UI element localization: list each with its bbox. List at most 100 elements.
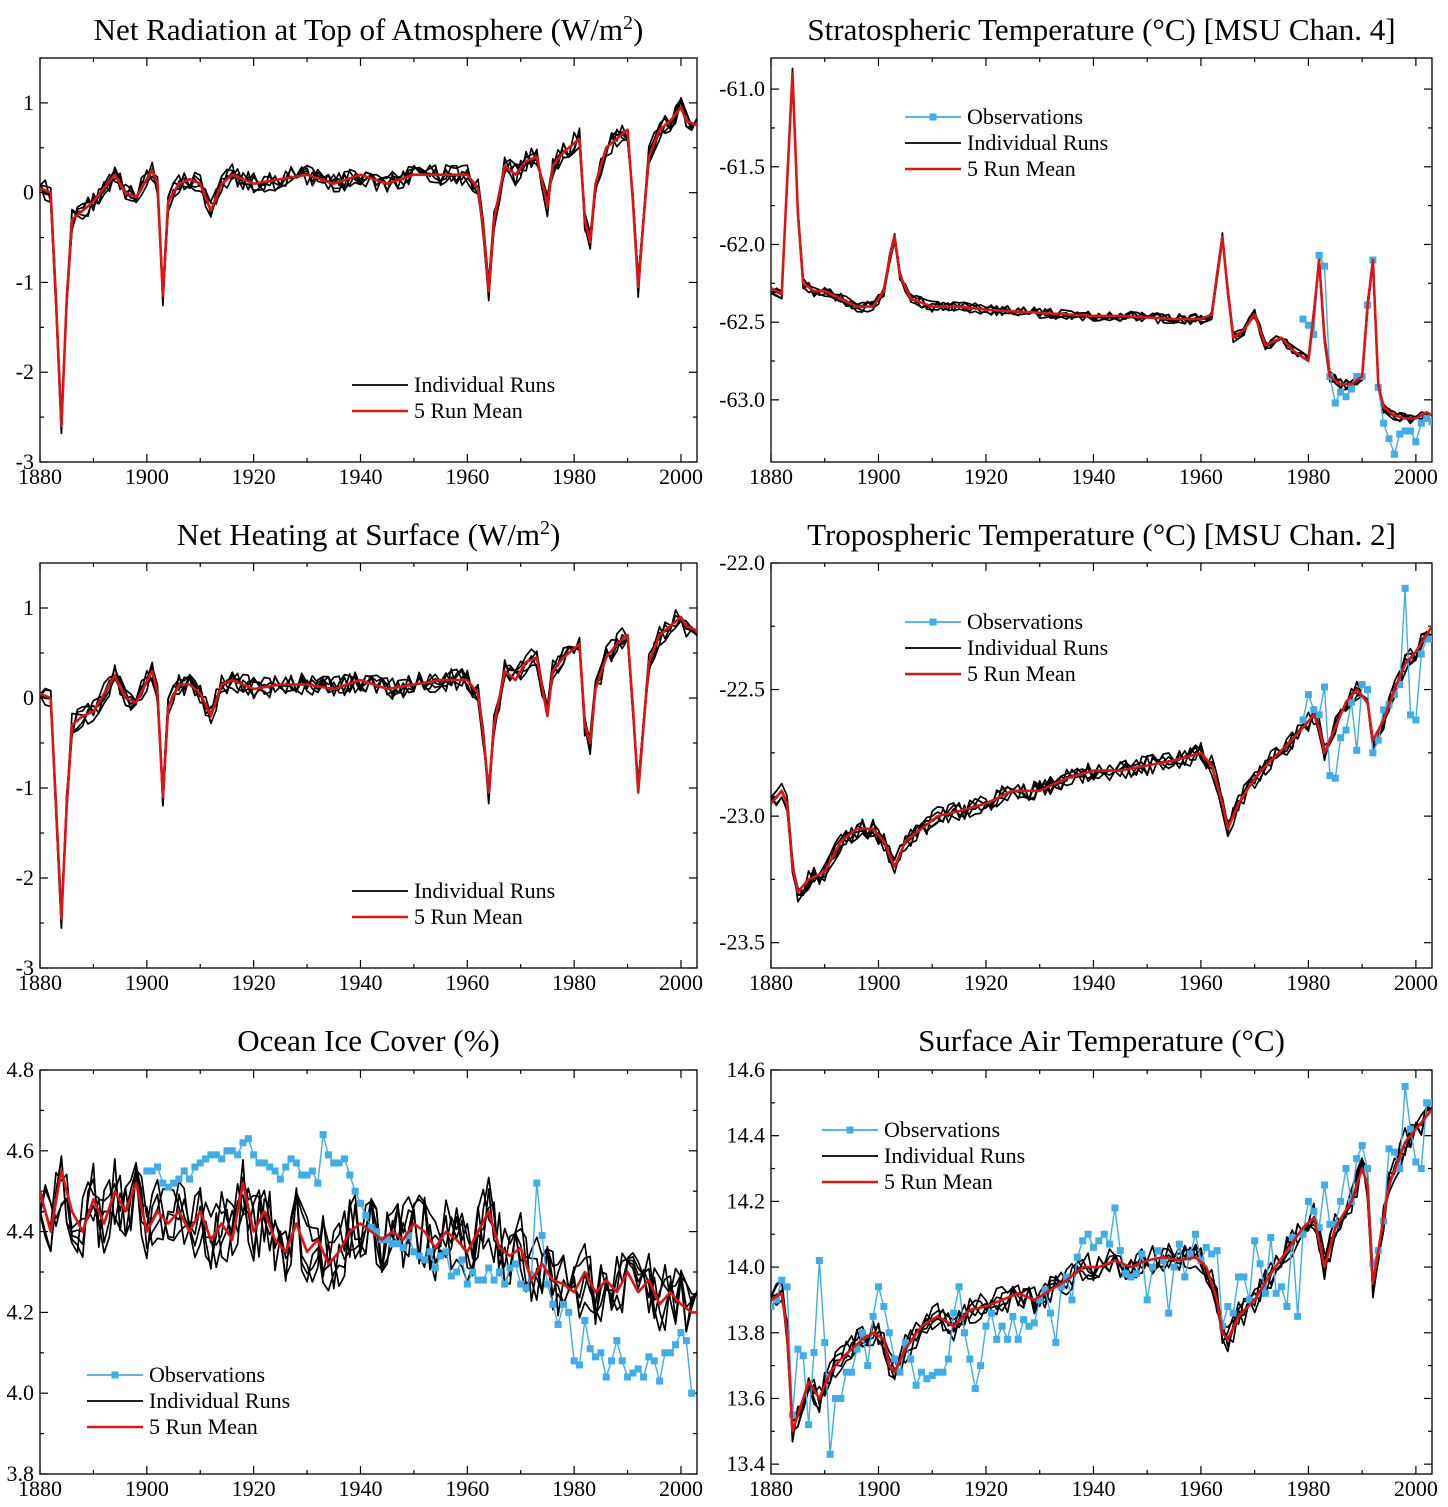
observation-point	[1423, 635, 1431, 643]
observation-point	[880, 1302, 888, 1310]
observation-point	[966, 1355, 974, 1363]
observation-point	[159, 1179, 167, 1187]
chart-panel-6: Surface Air Temperature (°C) 1880 1900 1920…	[727, 1023, 1438, 1501]
x-tick-label: 1960	[1179, 464, 1223, 489]
observation-point	[1202, 1243, 1210, 1251]
observation-point	[613, 1337, 621, 1345]
observation-point	[1186, 1250, 1194, 1258]
observation-point	[1256, 1260, 1264, 1268]
observation-point	[1154, 1247, 1162, 1255]
observation-point	[629, 1369, 637, 1377]
series-mean-line	[40, 615, 697, 920]
observation-point	[554, 1321, 562, 1329]
observation-point	[1294, 1312, 1302, 1320]
observation-point	[1224, 1302, 1232, 1310]
x-tick-label: 1900	[125, 970, 169, 995]
x-tick-label: 1980	[1286, 970, 1330, 995]
plot-frame	[770, 57, 1433, 463]
observation-point	[314, 1179, 322, 1187]
legend-label-5-run-mean: 5 Run Mean	[414, 904, 523, 929]
observation-point	[175, 1175, 183, 1183]
legend-label-individual-runs: Individual Runs	[884, 1143, 1025, 1168]
x-tick-label: 1900	[125, 464, 169, 489]
observation-point	[901, 1339, 909, 1347]
x-tick-label: 1980	[552, 464, 596, 489]
x-tick-label: 2000	[659, 464, 703, 489]
x-tick-label: 1960	[445, 970, 489, 995]
observation-point	[1272, 1289, 1280, 1297]
y-tick-label: 13.6	[727, 1385, 766, 1410]
series-mean-line	[771, 625, 1432, 894]
observation-point	[1321, 1181, 1329, 1189]
observation-point	[570, 1357, 578, 1365]
observation-point	[581, 1316, 589, 1324]
y-tick-label: -23.0	[719, 803, 765, 828]
series-individual-run-line	[771, 74, 1432, 425]
observation-point	[805, 1421, 813, 1429]
observation-point	[1138, 1250, 1146, 1258]
observation-point	[1407, 1125, 1415, 1133]
observation-point	[575, 1361, 583, 1369]
observation-point	[517, 1280, 525, 1288]
observation-point	[506, 1264, 514, 1272]
observation-point	[1299, 315, 1307, 323]
y-tick-label: -63.0	[719, 387, 765, 412]
observation-point	[287, 1155, 295, 1163]
series-individual-run-line	[771, 633, 1432, 892]
observation-point	[453, 1268, 461, 1276]
series-individual-run-line	[771, 1107, 1432, 1442]
observation-point	[1057, 1283, 1065, 1291]
observation-point	[1412, 716, 1420, 724]
x-tick-label: 1920	[964, 1476, 1008, 1501]
series-individual-run-line	[40, 1162, 697, 1332]
plot-frame	[39, 562, 698, 969]
series-individual-run-line	[771, 1106, 1432, 1433]
observation-point	[1331, 774, 1339, 782]
observation-point	[853, 1345, 861, 1353]
legend-marker-observations	[929, 618, 937, 626]
x-tick-label: 1880	[18, 1476, 62, 1501]
observation-point	[912, 1381, 920, 1389]
observation-point	[1084, 1230, 1092, 1238]
observation-point	[864, 1362, 872, 1370]
series-individual-run-line	[40, 614, 697, 921]
observation-point	[1181, 1273, 1189, 1281]
observation-point	[896, 1368, 904, 1376]
observation-point	[1020, 1316, 1028, 1324]
observation-point	[1288, 1234, 1296, 1242]
observation-point	[1036, 1296, 1044, 1304]
plot-frame	[39, 57, 698, 463]
x-tick-label: 1940	[338, 970, 382, 995]
series-mean-line	[771, 72, 1432, 420]
y-tick-label: 4.0	[7, 1380, 35, 1405]
chart-panel-5: Ocean Ice Cover (%) 1880 1900 1920 1940 1960 1…	[7, 1023, 703, 1501]
x-tick-label: 1940	[338, 464, 382, 489]
observation-point	[842, 1368, 850, 1376]
series-individual-run-line	[771, 631, 1432, 896]
observation-point	[490, 1276, 498, 1284]
legend-label-5-run-mean: 5 Run Mean	[967, 156, 1076, 181]
observation-point	[437, 1252, 445, 1260]
chart-title: Net Heating at Surface (W/m2)	[177, 517, 561, 552]
observation-point	[565, 1308, 573, 1316]
y-tick-label: -2	[16, 359, 34, 384]
observation-point	[1342, 393, 1350, 401]
observation-point	[207, 1151, 215, 1159]
observation-point	[1116, 1247, 1124, 1255]
observation-point	[410, 1248, 418, 1256]
series-individual-run-line	[40, 99, 697, 434]
observation-point	[303, 1171, 311, 1179]
observation-point	[223, 1147, 231, 1155]
observation-point	[228, 1147, 236, 1155]
y-tick-label: -1	[16, 269, 34, 294]
observation-point	[191, 1163, 199, 1171]
x-tick-label: 1940	[1071, 1476, 1115, 1501]
observation-point	[826, 1450, 834, 1458]
legend-marker-observations	[111, 1371, 119, 1379]
observation-point	[1175, 1240, 1183, 1248]
observation-point	[1299, 716, 1307, 724]
x-tick-label: 1980	[1286, 464, 1330, 489]
observation-point	[282, 1163, 290, 1171]
